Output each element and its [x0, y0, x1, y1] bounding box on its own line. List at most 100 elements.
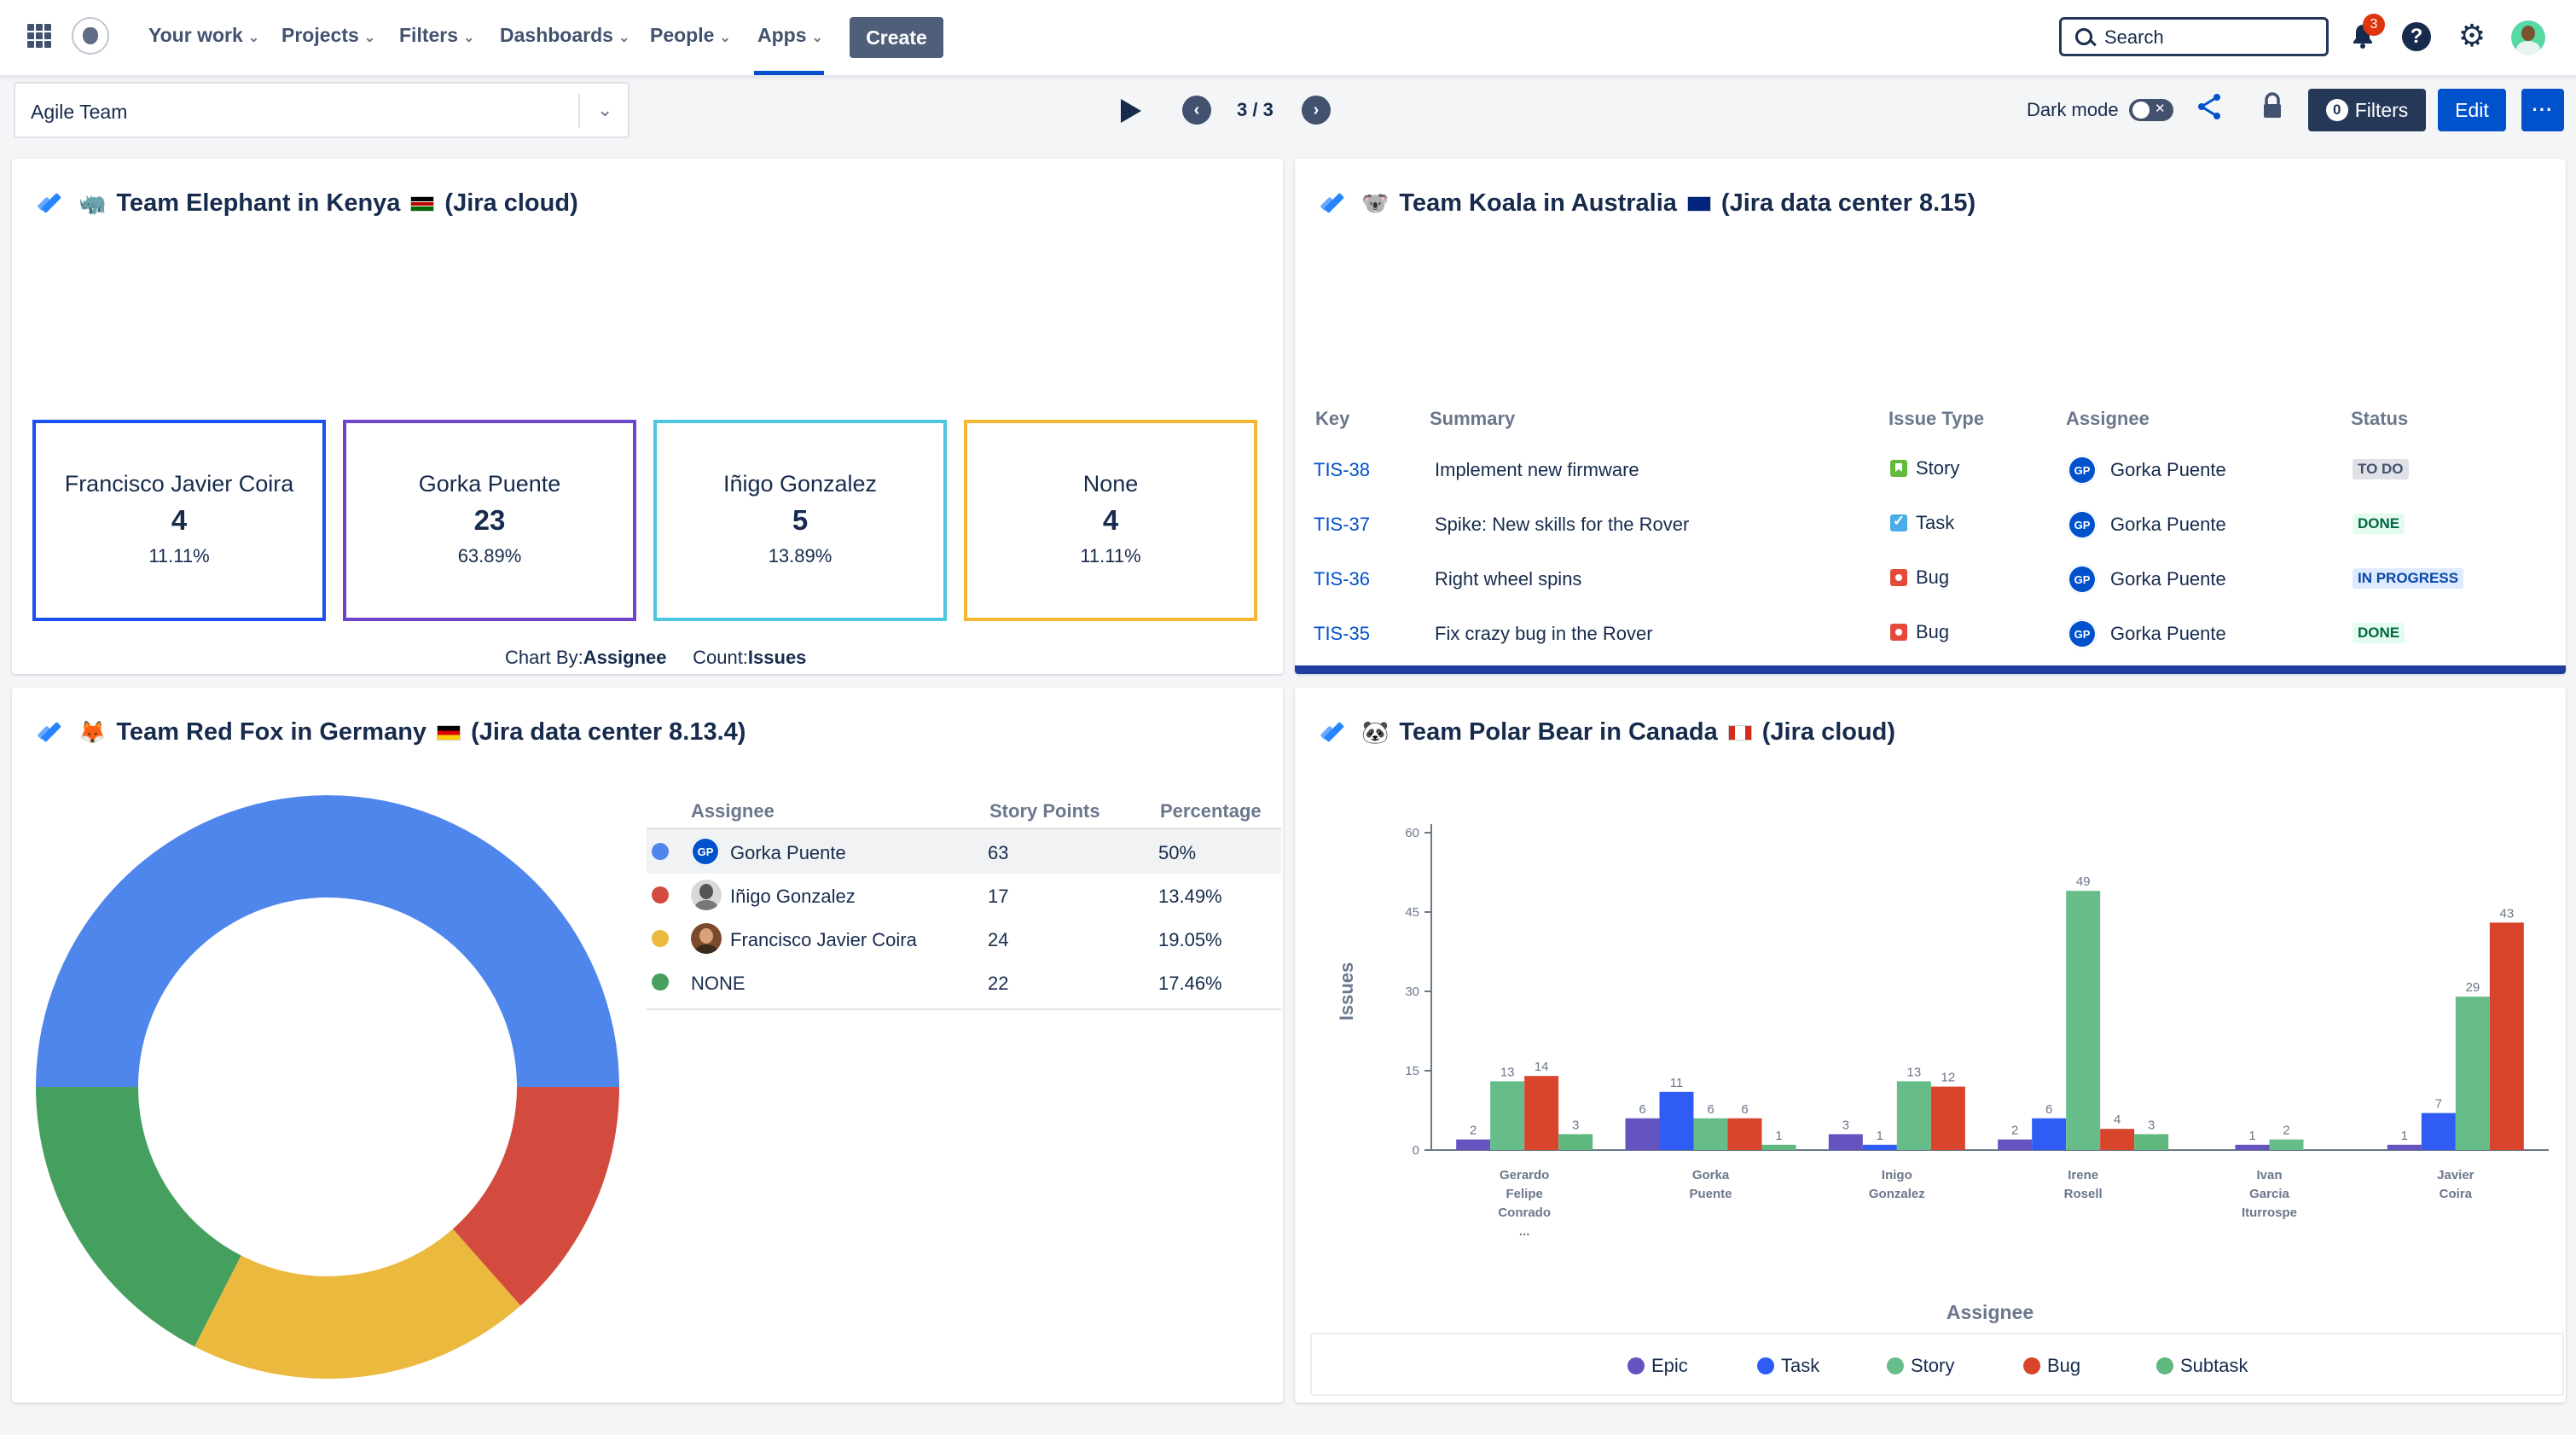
- search-box[interactable]: [2059, 17, 2329, 56]
- donut-slice-3[interactable]: [194, 1229, 520, 1379]
- legend-item-bug[interactable]: Bug: [2023, 1355, 2080, 1377]
- issue-row[interactable]: TIS-36 Right wheel spins Bug GP Gorka Puente…: [1295, 549, 2566, 604]
- issue-key-link[interactable]: TIS-35: [1314, 623, 1370, 645]
- bar-value-label: 2: [2283, 1124, 2289, 1138]
- column-header-issue-type[interactable]: Issue Type: [1888, 408, 1984, 430]
- legend-row[interactable]: NONE 22 17.46%: [647, 960, 1281, 1004]
- column-header-assignee[interactable]: Assignee: [691, 800, 775, 822]
- create-button[interactable]: Create: [850, 17, 943, 58]
- bar-value-label: 1: [2248, 1129, 2255, 1143]
- legend-row[interactable]: GP Gorka Puente 63 50%: [647, 829, 1281, 874]
- column-header-key[interactable]: Key: [1315, 408, 1349, 430]
- legend-label: Subtask: [2180, 1355, 2248, 1377]
- bar-subtask: [2134, 1134, 2168, 1150]
- stat-box[interactable]: Francisco Javier Coira 4 11.11%: [32, 420, 326, 621]
- status-lozenge: IN PROGRESS: [2353, 568, 2463, 589]
- active-nav-indicator: [754, 71, 824, 75]
- avatar: GP: [2068, 456, 2097, 485]
- jira-icon: [1320, 192, 1346, 216]
- search-input[interactable]: [2104, 26, 2318, 49]
- help-icon[interactable]: ?: [2402, 22, 2431, 51]
- issue-key-link[interactable]: TIS-38: [1314, 459, 1370, 481]
- percentage: 17.46%: [1158, 973, 1222, 995]
- y-axis-label: Issues: [1336, 962, 1357, 1021]
- bar-story: [1897, 1081, 1931, 1150]
- story-type-icon: [1890, 460, 1907, 477]
- column-header-status[interactable]: Status: [2351, 408, 2408, 430]
- nav-apps[interactable]: Apps ⌄: [757, 24, 823, 47]
- bar-value-label: 3: [1572, 1118, 1579, 1132]
- app-switcher-icon[interactable]: [27, 24, 51, 48]
- share-icon[interactable]: [2196, 92, 2223, 121]
- dashboard-select[interactable]: Agile Team ⌄: [14, 82, 629, 138]
- nav-your-work[interactable]: Your work ⌄: [148, 24, 259, 47]
- issue-assignee: GP Gorka Puente: [2068, 456, 2226, 485]
- assignee-name: Francisco Javier Coira: [730, 929, 917, 951]
- nav-projects[interactable]: Projects ⌄: [281, 24, 375, 47]
- legend-item-subtask[interactable]: Subtask: [2156, 1355, 2248, 1377]
- x-tick-label: Irene: [2068, 1168, 2098, 1182]
- donut-slice-4[interactable]: [36, 1087, 241, 1346]
- gadget-team-elephant: 🦏 Team Elephant in Kenya (Jira cloud) Fr…: [12, 159, 1283, 674]
- gadget-title: 🦏 Team Elephant in Kenya (Jira cloud): [38, 189, 578, 218]
- issue-key-link[interactable]: TIS-37: [1314, 514, 1370, 536]
- nav-filters[interactable]: Filters ⌄: [399, 24, 474, 47]
- percentage: 50%: [1158, 842, 1196, 864]
- chevron-down-icon: ⌄: [248, 31, 259, 45]
- issue-row[interactable]: TIS-38 Implement new firmware Story GP Gorka…: [1295, 440, 2566, 495]
- donut-chart[interactable]: [29, 788, 626, 1386]
- column-header-assignee[interactable]: Assignee: [2066, 408, 2150, 430]
- dashboard-select-value: Agile Team: [31, 101, 127, 124]
- filters-label: Filters: [2355, 99, 2409, 122]
- avatar: GP: [2068, 510, 2097, 539]
- lock-icon[interactable]: [2259, 92, 2286, 121]
- legend-item-task[interactable]: Task: [1757, 1355, 1819, 1377]
- rhino-emoji-icon: 🦏: [78, 190, 106, 217]
- issue-row[interactable]: TIS-35 Fix crazy bug in the Rover Bug GP Gor…: [1295, 604, 2566, 659]
- previous-page-button[interactable]: ‹: [1182, 96, 1211, 125]
- nav-people[interactable]: People ⌄: [650, 24, 731, 47]
- legend-label: Bug: [2047, 1355, 2080, 1377]
- dark-mode-toggle[interactable]: [2129, 99, 2173, 121]
- bar-value-label: 14: [1535, 1060, 1549, 1074]
- issue-type: Task: [1890, 512, 1954, 534]
- legend-item-story[interactable]: Story: [1887, 1355, 1954, 1377]
- series-color-dot: [652, 886, 669, 903]
- legend-dot: [2023, 1357, 2040, 1374]
- column-header-story-points[interactable]: Story Points: [989, 800, 1100, 822]
- x-tick-label: Conrado: [1498, 1206, 1551, 1220]
- bar-story: [2270, 1140, 2304, 1150]
- site-logo[interactable]: [72, 17, 109, 55]
- nav-dashboards[interactable]: Dashboards ⌄: [500, 24, 629, 47]
- stat-box[interactable]: None 4 11.11%: [964, 420, 1257, 621]
- next-page-button[interactable]: ›: [1302, 96, 1331, 125]
- bar-story: [1490, 1081, 1524, 1150]
- bar-task: [2422, 1113, 2456, 1150]
- settings-gear-icon[interactable]: ⚙: [2457, 20, 2487, 51]
- user-avatar[interactable]: [2511, 20, 2545, 55]
- gadget-team-koala: 🐨 Team Koala in Australia (Jira data cen…: [1295, 159, 2566, 674]
- bar-task: [1863, 1145, 1897, 1150]
- issue-row[interactable]: TIS-37 Spike: New skills for the Rover Tas…: [1295, 495, 2566, 549]
- more-issues-link[interactable]: 26 more Issues: [1295, 665, 2566, 674]
- stat-box[interactable]: Iñigo Gonzalez 5 13.89%: [653, 420, 947, 621]
- legend-item-epic[interactable]: Epic: [1627, 1355, 1688, 1377]
- chevron-down-icon: ⌄: [618, 31, 629, 45]
- edit-button[interactable]: Edit: [2438, 89, 2506, 131]
- x-tick-label: Gorka: [1692, 1168, 1730, 1182]
- issue-key-link[interactable]: TIS-36: [1314, 568, 1370, 590]
- bar-story: [2456, 996, 2490, 1150]
- legend-row[interactable]: Francisco Javier Coira 24 19.05%: [647, 916, 1281, 961]
- legend-row[interactable]: Iñigo Gonzalez 17 13.49%: [647, 873, 1281, 917]
- bar-bug: [2490, 922, 2524, 1150]
- column-header-percentage[interactable]: Percentage: [1160, 800, 1262, 822]
- stat-box[interactable]: Gorka Puente 23 63.89%: [343, 420, 636, 621]
- more-options-button[interactable]: ···: [2521, 89, 2564, 131]
- play-slideshow-icon[interactable]: [1121, 99, 1141, 123]
- bar-value-label: 6: [1707, 1102, 1714, 1117]
- column-header-summary[interactable]: Summary: [1430, 408, 1515, 430]
- donut-slice-1[interactable]: [36, 795, 619, 1087]
- australia-flag-icon: [1687, 196, 1711, 212]
- filters-button[interactable]: 0 Filters: [2308, 89, 2426, 131]
- avatar: GP: [691, 837, 720, 866]
